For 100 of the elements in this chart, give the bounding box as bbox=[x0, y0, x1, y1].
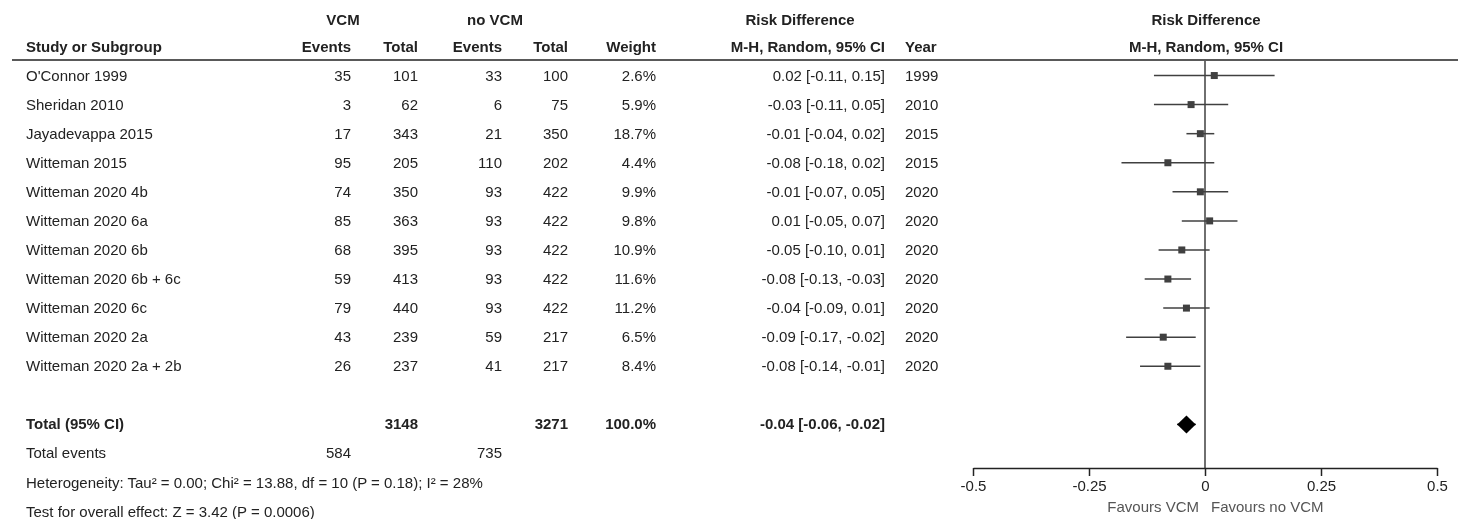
text: Sheridan 2010 bbox=[26, 95, 124, 113]
text: 110 bbox=[478, 153, 502, 171]
text: Witteman 2020 6b bbox=[26, 240, 148, 258]
text: Risk Difference bbox=[745, 11, 855, 28]
text: VCM bbox=[326, 11, 360, 28]
text: 85 bbox=[334, 211, 351, 229]
category-label: Total bbox=[383, 38, 418, 55]
text: 440 bbox=[392, 299, 418, 317]
x-tick-label: -0.25 bbox=[1072, 476, 1107, 494]
text: 350 bbox=[392, 182, 418, 200]
text: 2020 bbox=[905, 211, 939, 229]
text: 59 bbox=[485, 328, 502, 346]
text: 205 bbox=[392, 153, 418, 171]
text: 41 bbox=[485, 357, 502, 375]
text: -0.04 [-0.06, -0.02] bbox=[759, 415, 885, 433]
text: 237 bbox=[392, 357, 418, 375]
text: 95 bbox=[334, 153, 351, 171]
text: Witteman 2020 6a bbox=[26, 211, 148, 229]
text: 584 bbox=[325, 444, 351, 462]
text: 62 bbox=[401, 95, 418, 113]
chart-title: Risk Difference bbox=[1151, 11, 1261, 28]
text: 35 bbox=[334, 66, 351, 84]
category-label: Year bbox=[905, 38, 937, 55]
text: Test for overall effect: Z = 3.42 (P = 0.0006) bbox=[26, 502, 315, 519]
text: 93 bbox=[485, 240, 502, 258]
text: Jayadevappa 2015 bbox=[26, 124, 153, 142]
category-label: M-H, Random, 95% CI bbox=[730, 38, 885, 55]
text: 2010 bbox=[905, 95, 939, 113]
text: 2020 bbox=[905, 270, 939, 288]
text: 217 bbox=[542, 357, 568, 375]
text: Witteman 2015 bbox=[26, 153, 127, 171]
text: 68 bbox=[334, 240, 351, 258]
text: 4.4% bbox=[621, 153, 656, 171]
text: 100 bbox=[542, 66, 568, 84]
text: Total events bbox=[26, 444, 107, 462]
text: no VCM bbox=[467, 11, 523, 28]
x-tick-label: 0.25 bbox=[1306, 476, 1337, 494]
text: -0.08 [-0.13, -0.03] bbox=[761, 270, 885, 288]
text: 2020 bbox=[905, 299, 939, 317]
text: 26 bbox=[334, 357, 351, 375]
text: 3271 bbox=[534, 415, 568, 433]
text: 2020 bbox=[905, 328, 939, 346]
text: 93 bbox=[485, 182, 502, 200]
chart-subtitle: M-H, Random, 95% CI bbox=[1128, 38, 1284, 55]
text: -0.01 [-0.04, 0.02] bbox=[766, 124, 885, 142]
text: 2020 bbox=[905, 182, 939, 200]
text: 43 bbox=[334, 328, 351, 346]
text: 395 bbox=[392, 240, 418, 258]
text: 422 bbox=[542, 299, 568, 317]
text: 343 bbox=[392, 124, 418, 142]
text: -0.03 [-0.11, 0.05] bbox=[767, 95, 885, 113]
text: 3148 bbox=[384, 415, 418, 433]
text: 33 bbox=[485, 66, 502, 84]
text: 2020 bbox=[905, 357, 939, 375]
text: 21 bbox=[485, 124, 502, 142]
category-label: Events bbox=[452, 38, 502, 55]
x-tick-label: -0.5 bbox=[960, 476, 987, 494]
text: 422 bbox=[542, 240, 568, 258]
text: O'Connor 1999 bbox=[26, 66, 128, 84]
text: -0.04 [-0.09, 0.01] bbox=[766, 299, 885, 317]
x-tick-label: 0 bbox=[1201, 476, 1210, 494]
text: Witteman 2020 6b + 6c bbox=[26, 270, 181, 288]
category-label: Events bbox=[301, 38, 351, 55]
text: Witteman 2020 4b bbox=[26, 182, 148, 200]
text: 5.9% bbox=[621, 95, 656, 113]
text: Favours no VCM bbox=[1211, 498, 1324, 515]
text: 2015 bbox=[905, 124, 939, 142]
category-label: Study or Subgroup bbox=[26, 38, 162, 55]
text: Witteman 2020 2a + 2b bbox=[26, 357, 182, 375]
text: 10.9% bbox=[613, 240, 656, 258]
text: 18.7% bbox=[613, 124, 656, 142]
text: 11.6% bbox=[614, 270, 656, 288]
text: 0.01 [-0.05, 0.07] bbox=[771, 211, 885, 229]
text: 93 bbox=[485, 299, 502, 317]
text: 6.5% bbox=[621, 328, 656, 346]
text: 11.2% bbox=[614, 299, 656, 317]
text: Heterogeneity: Tau² = 0.00; Chi² = 13.88, df = 10 (P = 0.18); I² = 28% bbox=[26, 473, 483, 491]
category-label: Total bbox=[533, 38, 568, 55]
text: 8.4% bbox=[621, 357, 656, 375]
category-label: Weight bbox=[606, 38, 656, 55]
text: 9.8% bbox=[621, 211, 656, 229]
text: 413 bbox=[392, 270, 418, 288]
text: -0.01 [-0.07, 0.05] bbox=[766, 182, 885, 200]
text: -0.08 [-0.14, -0.01] bbox=[761, 357, 885, 375]
text: Witteman 2020 2a bbox=[26, 328, 148, 346]
text: -0.09 [-0.17, -0.02] bbox=[761, 328, 885, 346]
text: 0.02 [-0.11, 0.15] bbox=[772, 66, 885, 84]
text: 75 bbox=[551, 95, 568, 113]
text: 2020 bbox=[905, 240, 939, 258]
text: 202 bbox=[542, 153, 568, 171]
text: -0.05 [-0.10, 0.01] bbox=[766, 240, 885, 258]
text: 9.9% bbox=[621, 182, 656, 200]
text: 2.6% bbox=[621, 66, 656, 84]
text: 1999 bbox=[905, 66, 939, 84]
text: 217 bbox=[542, 328, 568, 346]
text: 101 bbox=[392, 66, 418, 84]
text: 3 bbox=[342, 95, 351, 113]
text: 422 bbox=[542, 270, 568, 288]
text: 350 bbox=[542, 124, 568, 142]
text: Total (95% CI) bbox=[26, 415, 125, 433]
